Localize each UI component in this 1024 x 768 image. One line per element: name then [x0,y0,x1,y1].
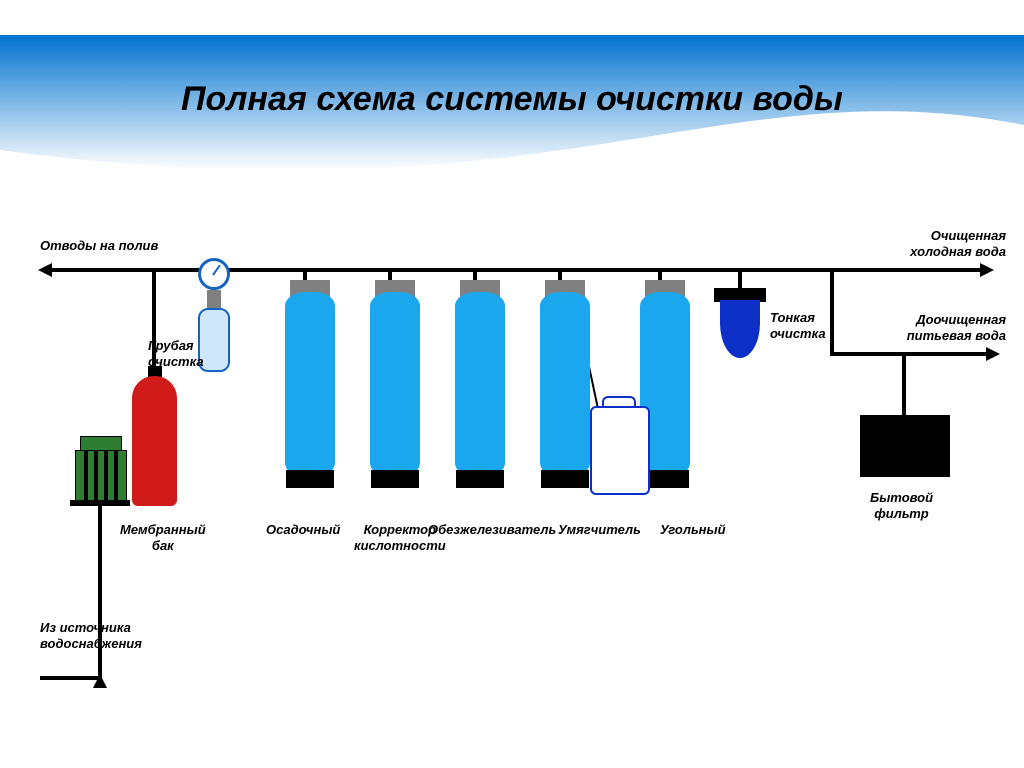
arrow-irrigation [38,263,52,277]
fine-filter [720,300,760,358]
label-membrane-tank: Мембранный бак [120,522,206,553]
membrane-tank [132,376,177,506]
col1-body [285,292,335,477]
pressure-gauge [198,258,230,290]
header-wave [0,35,1024,205]
house-horz [830,352,990,356]
pump-body [75,450,127,502]
house-drop [902,352,906,415]
col4-base [541,470,589,488]
label-coarse: Грубая очистка [148,338,204,369]
page-title: Полная схема системы очистки воды [0,80,1024,119]
label-carbon: Угольный [660,522,726,538]
arrow-drinking [986,347,1000,361]
label-softener: Умягчитель [558,522,641,538]
source-pipe-vert [98,500,102,680]
main-pipe [50,268,984,272]
arrow-clean-cold [980,263,994,277]
label-sediment: Осадочный [266,522,340,538]
label-post-drink: Доочищенная питьевая вода [907,312,1006,343]
label-source: Из источника водоснабжения [40,620,142,651]
label-clean-cold: Очищенная холодная вода [910,228,1006,259]
house-split-down [830,268,834,356]
arrow-source [93,674,107,688]
fine-riser [738,268,742,290]
col2-base [371,470,419,488]
label-irrigation: Отводы на полив [40,238,158,254]
col1-base [286,470,334,488]
coarse-neck [207,290,221,310]
col3-body [455,292,505,477]
label-deiron: Обезжелезиватель [428,522,556,538]
label-house: Бытовой фильтр [870,490,933,521]
slide: Полная схема системы очистки воды [0,0,1024,768]
col3-base [456,470,504,488]
col2-body [370,292,420,477]
col4-body [540,292,590,477]
label-fine: Тонкая очистка [770,310,826,341]
pump-foot [70,500,130,506]
household-filter [860,415,950,477]
brine-tank [590,406,650,495]
